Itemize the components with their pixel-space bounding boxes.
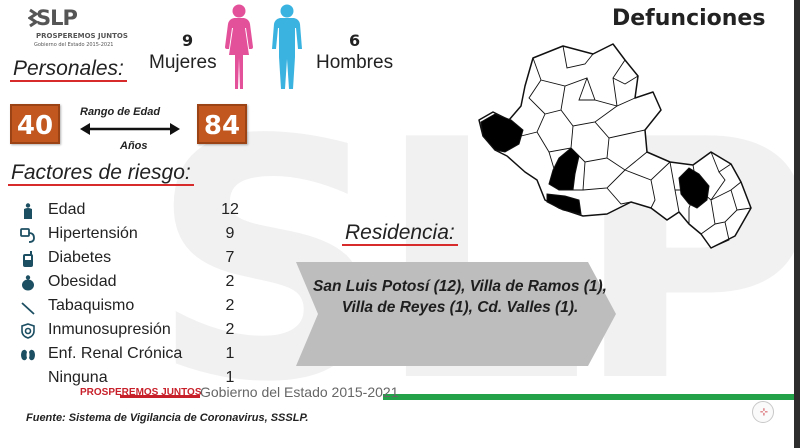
- residence-arrow-shape: [296, 262, 616, 366]
- risk-factor-value: 9: [225, 225, 235, 242]
- age-min-box: 40: [10, 104, 60, 144]
- men-count: 6: [349, 31, 361, 50]
- risk-factor-value: 7: [225, 249, 235, 266]
- residence-heading: Residencia:: [342, 221, 458, 246]
- kidneys-icon: [21, 349, 35, 361]
- elderly-person-icon: [24, 203, 32, 219]
- risk-factor-value: 2: [225, 297, 235, 314]
- risk-factor-row: Diabetes 7: [16, 247, 276, 271]
- risk-factor-label: Diabetes: [48, 249, 112, 266]
- slp-logo: SLP PROSPEREMOS JUNTOS Gobierno del Esta…: [28, 6, 128, 54]
- expand-icon: ⊹: [759, 407, 769, 418]
- risk-factor-label: Hipertensión: [48, 225, 138, 242]
- risk-factor-value: 1: [225, 369, 235, 386]
- residence-text: San Luis Potosí (12), Villa de Ramos (1)…: [313, 278, 607, 316]
- window-edge: [794, 0, 800, 448]
- risk-factor-row: Obesidad 2: [16, 271, 276, 295]
- municipality-villa-de-ramos: [480, 113, 524, 153]
- footer-tagline: PROSPEREMOS JUNTOS: [80, 387, 202, 398]
- age-range-label: Rango de Edad: [80, 106, 161, 118]
- source-note: Fuente: Sistema de Vigilancia de Coronav…: [26, 412, 309, 424]
- slp-watermark: SLP: [150, 70, 800, 448]
- risk-factor-label: Obesidad: [48, 273, 117, 290]
- risk-factor-value: 1: [225, 345, 235, 362]
- footer-green-stripe: [383, 394, 800, 400]
- highlighted-municipalities: [480, 113, 710, 215]
- risk-factor-row: Inmunosupresión 2: [16, 319, 276, 343]
- virus-shield-icon: [21, 323, 35, 339]
- risk-factor-label: Inmunosupresión: [48, 321, 171, 338]
- personal-heading: Personales:: [10, 57, 127, 82]
- logo-tagline: PROSPEREMOS JUNTOS: [36, 32, 128, 40]
- double-arrow-icon: [80, 123, 180, 135]
- women-label: Mujeres: [149, 52, 217, 73]
- footer-red-stripe: [120, 395, 200, 398]
- logo-wordmark: SLP: [36, 6, 78, 30]
- risk-factor-label: Edad: [48, 201, 86, 218]
- age-unit-label: Años: [120, 140, 148, 152]
- state-municipality-map: [478, 43, 752, 249]
- risk-factor-label: Tabaquismo: [48, 297, 135, 314]
- risk-factor-label: Ninguna: [48, 369, 108, 386]
- footer-government: Gobierno del Estado 2015-2021: [200, 384, 399, 400]
- age-max-box: 84: [197, 104, 247, 144]
- female-figure-icon: [225, 4, 253, 89]
- obese-person-icon: [22, 275, 34, 291]
- municipality-villa-de-reyes: [546, 193, 582, 215]
- risk-factor-row: Ninguna 1: [16, 367, 276, 391]
- risk-factor-row: Edad 12: [16, 199, 276, 223]
- risk-factor-row: Hipertensión 9: [16, 223, 276, 247]
- logo-government: Gobierno del Estado 2015-2021: [34, 42, 114, 48]
- risk-factor-label: Enf. Renal Crónica: [48, 345, 183, 362]
- municipality-san-luis-potosi: [548, 147, 580, 191]
- risk-factor-row: Enf. Renal Crónica 1: [16, 343, 276, 367]
- women-count: 9: [182, 31, 194, 50]
- blood-pressure-icon: [20, 228, 35, 243]
- risk-factor-value: 2: [225, 273, 235, 290]
- cigarette-icon: [21, 302, 35, 315]
- men-label: Hombres: [316, 52, 394, 73]
- risk-factors-heading: Factores de riesgo:: [8, 161, 194, 186]
- risk-factor-value: 2: [225, 321, 235, 338]
- risk-factor-row: Tabaquismo 2: [16, 295, 276, 319]
- slide-nav-button[interactable]: ⊹: [752, 401, 774, 423]
- male-figure-icon: [272, 4, 302, 89]
- risk-factor-value: 12: [221, 201, 239, 218]
- municipality-cd-valles: [678, 167, 710, 209]
- glucometer-icon: [23, 251, 33, 267]
- page-title: Defunciones: [612, 6, 766, 31]
- logo-mark-icon: [28, 8, 38, 28]
